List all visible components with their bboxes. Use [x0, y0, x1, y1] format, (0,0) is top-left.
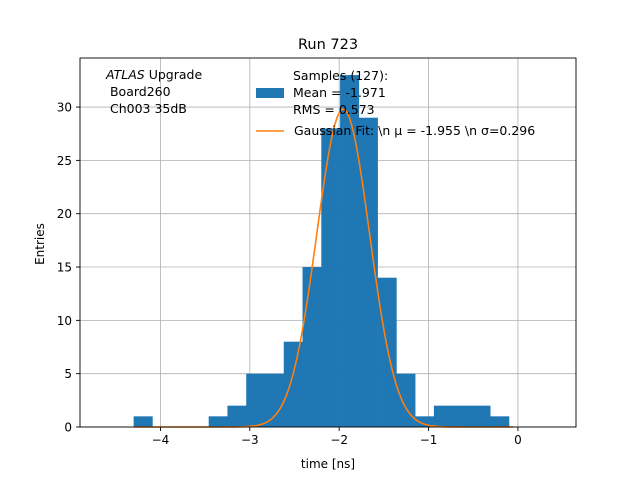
histogram-bar — [302, 267, 322, 427]
y-tick-label: 20 — [57, 207, 72, 221]
histogram-bar — [321, 128, 341, 428]
histogram-bar — [433, 405, 453, 427]
histogram-bar — [133, 416, 153, 427]
histogram-bar — [283, 341, 303, 427]
atlas-label: ATLAS — [105, 67, 145, 82]
legend: Samples (127): Mean = -1.971 RMS = 0.573… — [256, 68, 535, 138]
histogram-bar — [264, 373, 285, 427]
y-tick-label: 0 — [64, 421, 72, 435]
annotation-line-1: ATLAS Upgrade — [105, 67, 202, 82]
histogram-bar — [396, 373, 416, 427]
histogram-bar — [208, 416, 228, 427]
y-tick-label: 10 — [57, 314, 72, 328]
x-axis-label: time [ns] — [301, 457, 355, 471]
axes-border — [79, 57, 577, 428]
legend-label-samples: RMS = 0.573 — [293, 102, 375, 117]
annotation-line-2: Board260 — [106, 84, 171, 99]
atlas-suffix: Upgrade — [145, 67, 203, 82]
histogram-bar — [377, 277, 397, 427]
x-tick-label: −3 — [241, 433, 259, 447]
y-tick-label: 15 — [57, 261, 72, 275]
histogram-bar — [246, 373, 266, 427]
histogram-bar — [415, 416, 435, 427]
legend-label-fit: Gaussian Fit: \n μ = -1.955 \n σ=0.296 — [294, 123, 535, 138]
histogram-bars — [133, 75, 510, 428]
annotation-line-3: Ch003 35dB — [106, 101, 187, 116]
axes-frame — [79, 57, 577, 428]
y-tick-label: 25 — [57, 154, 72, 168]
histogram-bar — [452, 405, 472, 427]
legend-label-samples: Mean = -1.971 — [293, 85, 386, 100]
histogram-bar — [471, 405, 491, 427]
x-tick-label: 0 — [514, 433, 522, 447]
y-axis-label: Entries — [33, 223, 47, 265]
axis-ticks: −4 −3 −2 −1 0 0 5 10 15 20 25 30 — [57, 101, 522, 447]
atlas-annotation: ATLAS Upgrade Board260 Ch003 35dB — [105, 67, 202, 116]
chart-title: Run 723 — [298, 37, 358, 53]
histogram-bar — [227, 405, 247, 427]
x-tick-label: −2 — [330, 433, 348, 447]
x-tick-label: −4 — [152, 433, 170, 447]
histogram-bar — [340, 75, 360, 427]
y-tick-label: 30 — [57, 101, 72, 115]
x-tick-label: −1 — [420, 433, 438, 447]
histogram-bar — [490, 416, 510, 427]
y-tick-label: 5 — [64, 367, 72, 381]
legend-label-samples: Samples (127): — [293, 68, 388, 83]
legend-patch-samples — [256, 88, 284, 98]
